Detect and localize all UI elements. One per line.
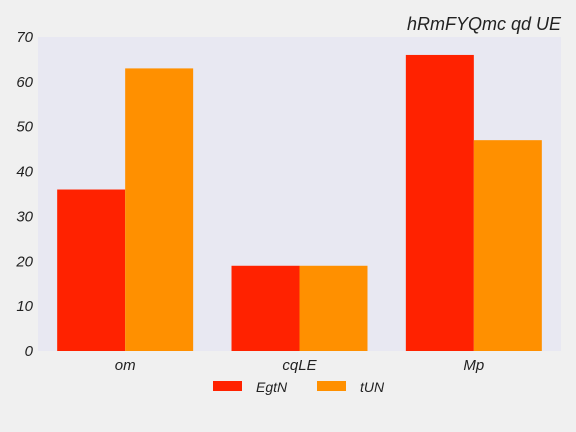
chart-title: hRmFYQmc qd UE <box>407 14 562 34</box>
x-tick-label: om <box>115 357 136 374</box>
bar-EgtN-Mp <box>405 54 474 351</box>
bar-tUN-Mp <box>473 140 542 351</box>
bar-tUN-cqLE <box>299 265 368 351</box>
y-tick-label: 30 <box>16 208 33 225</box>
y-tick-label: 70 <box>16 29 33 46</box>
x-tick-label: Mp <box>463 357 484 374</box>
y-tick-label: 20 <box>15 253 33 270</box>
y-tick-label: 50 <box>16 119 33 136</box>
legend-label-tUN: tUN <box>360 379 385 395</box>
bar-EgtN-om <box>57 189 126 351</box>
legend-label-EgtN: EgtN <box>256 379 288 395</box>
y-tick-label: 10 <box>16 298 33 315</box>
x-tick-label: cqLE <box>282 357 317 374</box>
y-tick-label: 0 <box>25 343 34 360</box>
y-tick-label: 40 <box>16 164 33 181</box>
bar-tUN-om <box>125 68 194 352</box>
bar-EgtN-cqLE <box>231 265 300 351</box>
legend-swatch-tUN <box>317 381 346 391</box>
y-tick-label: 60 <box>16 74 33 91</box>
legend-swatch-EgtN <box>213 381 242 391</box>
